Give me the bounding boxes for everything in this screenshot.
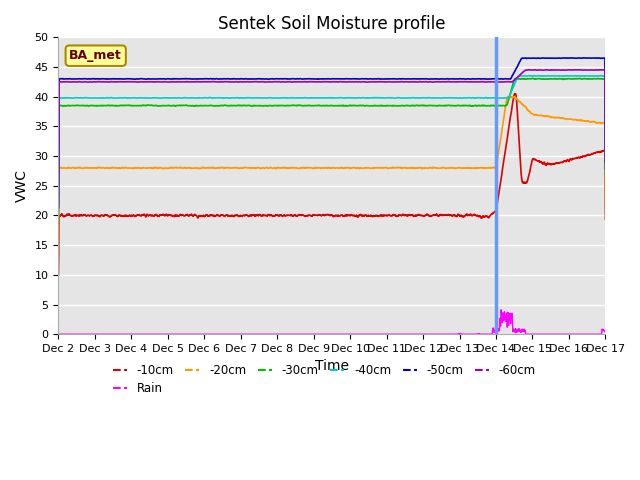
X-axis label: Time: Time xyxy=(315,360,349,373)
Line: -30cm: -30cm xyxy=(58,78,605,220)
-50cm xyxy=(532,55,540,61)
-40cm xyxy=(602,170,609,176)
-20cm xyxy=(591,119,598,124)
-50cm xyxy=(591,55,598,61)
-30cm xyxy=(117,103,125,108)
-50cm xyxy=(264,76,272,82)
-60cm xyxy=(264,79,272,85)
-10cm xyxy=(288,212,296,218)
-50cm xyxy=(54,204,62,209)
-10cm xyxy=(264,212,272,217)
-40cm xyxy=(117,95,125,101)
Y-axis label: VWC: VWC xyxy=(15,169,29,202)
Rain xyxy=(264,331,272,337)
-30cm xyxy=(54,217,62,223)
-30cm xyxy=(602,172,609,178)
-30cm xyxy=(149,103,157,108)
-50cm xyxy=(602,159,609,165)
-30cm xyxy=(576,75,584,81)
Rain xyxy=(149,331,157,337)
Rain xyxy=(288,331,296,337)
-50cm xyxy=(288,76,296,82)
-10cm xyxy=(591,150,598,156)
-40cm xyxy=(264,95,272,101)
-10cm xyxy=(532,157,540,163)
Rain xyxy=(497,307,505,312)
-20cm xyxy=(602,199,609,204)
-50cm xyxy=(149,76,157,82)
-40cm xyxy=(591,73,598,79)
-20cm xyxy=(288,165,296,170)
Legend: Rain: Rain xyxy=(108,377,167,399)
-60cm xyxy=(54,205,62,211)
-50cm xyxy=(580,55,588,60)
-50cm xyxy=(117,76,125,82)
-40cm xyxy=(532,73,540,79)
Line: Rain: Rain xyxy=(58,310,605,334)
-30cm xyxy=(591,76,598,82)
Line: -60cm: -60cm xyxy=(58,70,605,208)
Rain xyxy=(54,331,62,337)
Line: -20cm: -20cm xyxy=(58,96,605,251)
Line: -50cm: -50cm xyxy=(58,58,605,206)
-20cm xyxy=(149,166,157,171)
-60cm xyxy=(532,67,540,73)
-60cm xyxy=(117,79,125,84)
Rain xyxy=(117,331,125,337)
-40cm xyxy=(54,213,62,219)
-10cm xyxy=(511,91,518,96)
Text: BA_met: BA_met xyxy=(69,49,122,62)
Rain xyxy=(532,331,540,337)
Line: -10cm: -10cm xyxy=(58,94,605,275)
-40cm xyxy=(525,72,533,78)
-60cm xyxy=(288,79,296,85)
-20cm xyxy=(532,111,540,117)
Line: -40cm: -40cm xyxy=(58,75,605,216)
-10cm xyxy=(117,213,125,219)
-40cm xyxy=(288,95,296,101)
Rain xyxy=(591,331,598,337)
-20cm xyxy=(117,165,125,171)
Title: Sentek Soil Moisture profile: Sentek Soil Moisture profile xyxy=(218,15,445,33)
-10cm xyxy=(54,272,62,278)
-60cm xyxy=(149,79,157,85)
-30cm xyxy=(288,103,296,108)
-30cm xyxy=(532,76,540,82)
-60cm xyxy=(591,67,598,73)
-60cm xyxy=(602,166,609,172)
-60cm xyxy=(526,67,534,72)
-20cm xyxy=(264,165,272,171)
-30cm xyxy=(264,103,272,108)
-20cm xyxy=(506,94,513,99)
Rain xyxy=(602,329,609,335)
-10cm xyxy=(149,213,157,219)
-10cm xyxy=(602,216,609,222)
-40cm xyxy=(149,95,157,101)
-20cm xyxy=(54,248,62,254)
